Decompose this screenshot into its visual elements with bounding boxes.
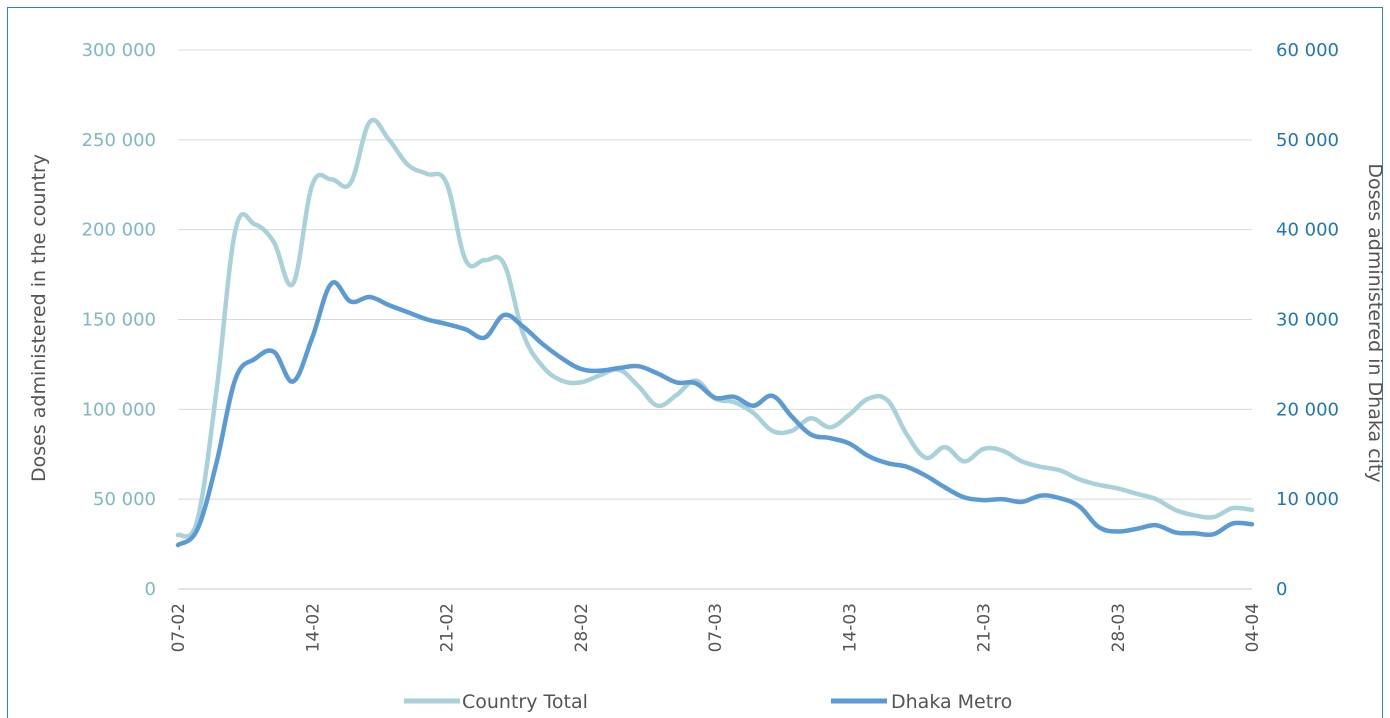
- legend: Country Total Dhaka Metro: [404, 691, 1012, 713]
- right-axis-tick-label: 40 000: [1276, 220, 1339, 241]
- left-axis-tick-label: 250 000: [82, 130, 156, 151]
- series-lines: [175, 117, 1255, 548]
- x-axis-ticks: 07-02 14-02 21-02 28-02 07-03 14-03 21-03 28-03…: [169, 603, 1263, 652]
- left-axis-tick-label: 200 000: [82, 220, 156, 241]
- left-axis-tick-label: 50 000: [93, 489, 156, 510]
- left-axis-tick-label: 300 000: [82, 40, 156, 61]
- x-axis-tick-label: 28-02: [572, 603, 592, 652]
- x-axis-tick-label: 21-03: [975, 603, 995, 652]
- gridlines: [178, 49, 1252, 590]
- x-axis-tick-label: 04-04: [1243, 603, 1263, 652]
- left-axis-tick-label: 0: [145, 579, 156, 600]
- right-axis-tick-label: 20 000: [1276, 399, 1339, 420]
- x-axis-tick-label: 21-02: [438, 603, 458, 652]
- legend-label-country-total: Country Total: [462, 691, 588, 713]
- x-axis-tick-label: 28-03: [1109, 603, 1129, 652]
- x-axis-tick-label: 07-02: [169, 603, 189, 652]
- left-axis-title: Doses administered in the country: [28, 154, 50, 482]
- left-axis-ticks: 0 50 000 100 000 150 000 200 000 250 000 300 0…: [82, 40, 156, 600]
- legend-label-dhaka-metro: Dhaka Metro: [891, 691, 1012, 713]
- left-axis-tick-label: 150 000: [82, 310, 156, 331]
- left-axis-tick-label: 100 000: [82, 399, 156, 420]
- right-axis-tick-label: 30 000: [1276, 310, 1339, 331]
- right-axis-tick-label: 50 000: [1276, 130, 1339, 151]
- right-axis-ticks: 0 10 000 20 000 30 000 40 000 50 000 60 000: [1276, 40, 1339, 600]
- x-axis-tick-label: 14-02: [303, 603, 323, 652]
- right-axis-title: Doses administered in Dhaka city: [1364, 163, 1386, 482]
- x-axis-tick-label: 14-03: [840, 603, 860, 652]
- series-line-country-total: [175, 117, 1255, 539]
- right-axis-tick-label: 10 000: [1276, 489, 1339, 510]
- right-axis-tick-label: 0: [1276, 579, 1287, 600]
- x-axis-tick-label: 07-03: [706, 603, 726, 652]
- chart-frame: [7, 7, 1383, 718]
- series-line-dhaka-metro: [175, 280, 1255, 548]
- right-axis-tick-label: 60 000: [1276, 40, 1339, 61]
